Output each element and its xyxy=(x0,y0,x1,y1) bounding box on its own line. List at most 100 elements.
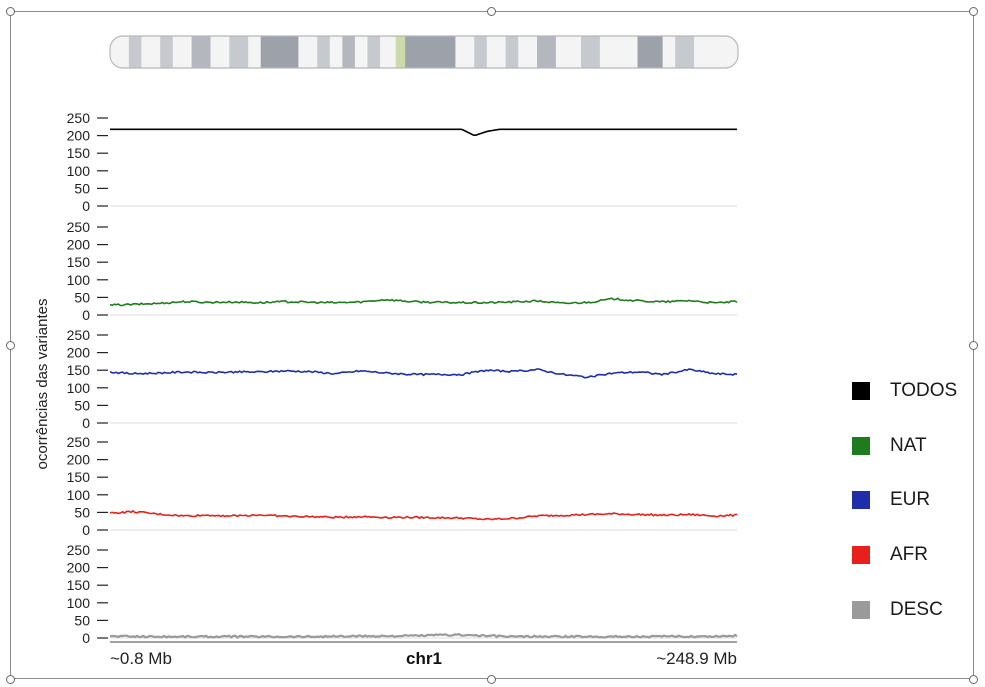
ideogram-band xyxy=(191,36,211,68)
legend-swatch xyxy=(852,546,870,564)
legend-item-desc: DESC xyxy=(852,599,943,620)
y-tick-label: 50 xyxy=(74,504,90,520)
ideogram-band xyxy=(248,36,262,68)
legend-swatch xyxy=(852,437,870,455)
y-tick-label: 0 xyxy=(82,307,90,323)
y-tick-label: 0 xyxy=(82,630,90,646)
ideogram-outline xyxy=(109,35,739,69)
y-tick-label: 50 xyxy=(74,289,90,305)
x-center-label: chr1 xyxy=(406,649,442,668)
resize-handle-top-left[interactable] xyxy=(6,7,15,16)
chart-panels: 0501001502002500501001502002500501001502… xyxy=(67,110,738,646)
y-tick-label: 250 xyxy=(67,542,91,558)
y-tick-label: 200 xyxy=(67,452,91,468)
resize-handle-top-right[interactable] xyxy=(969,7,978,16)
y-tick-label: 250 xyxy=(67,219,91,235)
y-tick-label: 0 xyxy=(82,198,90,214)
resize-handle-right[interactable] xyxy=(969,341,978,350)
ideogram-band xyxy=(581,36,601,68)
ideogram-band xyxy=(141,36,161,68)
x-start-label: ~0.8 Mb xyxy=(110,649,172,668)
ideogram-band xyxy=(486,36,507,68)
series-line-afr xyxy=(109,509,738,521)
ideogram-band xyxy=(110,36,130,68)
y-tick-label: 150 xyxy=(67,145,91,161)
legend-item-eur: EUR xyxy=(852,489,931,510)
y-tick-label: 100 xyxy=(67,487,91,503)
y-tick-label: 250 xyxy=(67,110,91,126)
resize-handle-bottom[interactable] xyxy=(487,675,496,684)
resize-handle-bottom-right[interactable] xyxy=(969,675,978,684)
ideogram-band xyxy=(260,36,299,68)
y-tick-label: 0 xyxy=(82,415,90,431)
resize-handle-top[interactable] xyxy=(487,7,496,16)
ideogram-band xyxy=(405,36,456,68)
ideogram-band xyxy=(317,36,331,68)
legend-label: TODOS xyxy=(890,380,958,401)
ideogram-band xyxy=(694,36,738,68)
resize-handle-left[interactable] xyxy=(6,341,15,350)
ideogram-band xyxy=(342,36,356,68)
y-tick-label: 50 xyxy=(74,180,90,196)
series-line-eur xyxy=(109,368,738,379)
ideogram-band xyxy=(172,36,193,68)
y-tick-label: 200 xyxy=(67,560,91,576)
legend-label: NAT xyxy=(890,435,927,456)
legend-label: DESC xyxy=(890,599,943,620)
ideogram-band xyxy=(474,36,488,68)
y-axis-label: ocorrências das variantes xyxy=(34,299,51,470)
series-line-nat xyxy=(109,297,738,307)
y-tick-label: 150 xyxy=(67,362,91,378)
y-tick-label: 100 xyxy=(67,163,91,179)
ideogram-band xyxy=(455,36,475,68)
legend-swatch xyxy=(852,601,870,619)
ideogram-band xyxy=(662,36,676,68)
ideogram-band xyxy=(505,36,519,68)
y-tick-label: 50 xyxy=(74,612,90,628)
ideogram-band xyxy=(210,36,230,68)
y-tick-label: 150 xyxy=(67,469,91,485)
ideogram-band xyxy=(675,36,695,68)
ideogram-band xyxy=(354,36,368,68)
legend-label: AFR xyxy=(890,544,928,565)
x-end-label: ~248.9 Mb xyxy=(656,649,737,668)
y-tick-label: 100 xyxy=(67,272,91,288)
legend-swatch xyxy=(852,491,870,509)
ideogram-band xyxy=(518,36,538,68)
y-tick-label: 50 xyxy=(74,397,90,413)
ideogram-band xyxy=(160,36,174,68)
series-line-desc xyxy=(109,632,738,639)
ideogram-band xyxy=(298,36,318,68)
ideogram-band xyxy=(555,36,582,68)
y-tick-label: 150 xyxy=(67,577,91,593)
legend-swatch xyxy=(852,382,870,400)
ideogram-band xyxy=(599,36,639,68)
legend-item-todos: TODOS xyxy=(852,380,958,401)
ideogram-band xyxy=(367,36,381,68)
y-tick-label: 100 xyxy=(67,595,91,611)
ideogram-band xyxy=(329,36,343,68)
ideogram-band xyxy=(395,36,406,68)
y-tick-label: 150 xyxy=(67,254,91,270)
legend-item-afr: AFR xyxy=(852,544,928,565)
ideogram-band xyxy=(380,36,397,68)
ideogram-band xyxy=(229,36,249,68)
series-line-todos xyxy=(110,128,737,136)
ideogram-band xyxy=(128,36,142,68)
y-tick-label: 0 xyxy=(82,522,90,538)
y-tick-label: 250 xyxy=(67,434,91,450)
ideogram-band xyxy=(637,36,664,68)
y-tick-label: 250 xyxy=(67,327,91,343)
ideogram-band xyxy=(537,36,557,68)
y-tick-label: 100 xyxy=(67,380,91,396)
y-tick-label: 200 xyxy=(67,128,91,144)
legend-label: EUR xyxy=(890,489,931,510)
y-tick-label: 200 xyxy=(67,237,91,253)
resize-handle-bottom-left[interactable] xyxy=(6,675,15,684)
